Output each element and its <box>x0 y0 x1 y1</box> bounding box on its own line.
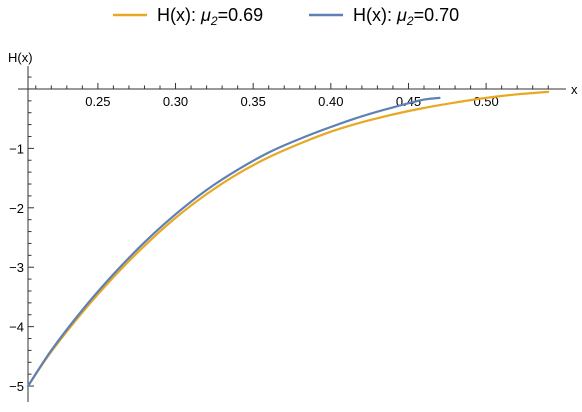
series-line-1 <box>26 90 550 388</box>
legend: H(x): μ2=0.69 H(x): μ2=0.70 <box>113 5 459 28</box>
legend-label-1: H(x): μ2=0.69 <box>157 5 263 28</box>
y-tick-label: −4 <box>9 320 24 335</box>
series-group <box>26 90 550 388</box>
legend-label-2: H(x): μ2=0.70 <box>353 5 459 28</box>
x-axis-label: x <box>571 82 578 97</box>
x-tick-label: 0.30 <box>163 94 188 109</box>
axes: 0.25 0.30 0.35 0.40 0.45 0.50−1−2−3−4−5H(x)x <box>8 50 578 402</box>
series-line-2 <box>26 96 441 388</box>
x-tick-label: 0.40 <box>318 94 343 109</box>
y-axis-label: H(x) <box>8 50 33 65</box>
x-tick-label: 0.25 <box>85 94 110 109</box>
x-tick-label: 0.35 <box>241 94 266 109</box>
y-tick-label: −2 <box>9 201 24 216</box>
y-tick-label: −3 <box>9 260 24 275</box>
y-tick-label: −1 <box>9 141 24 156</box>
y-tick-label: −5 <box>9 379 24 394</box>
